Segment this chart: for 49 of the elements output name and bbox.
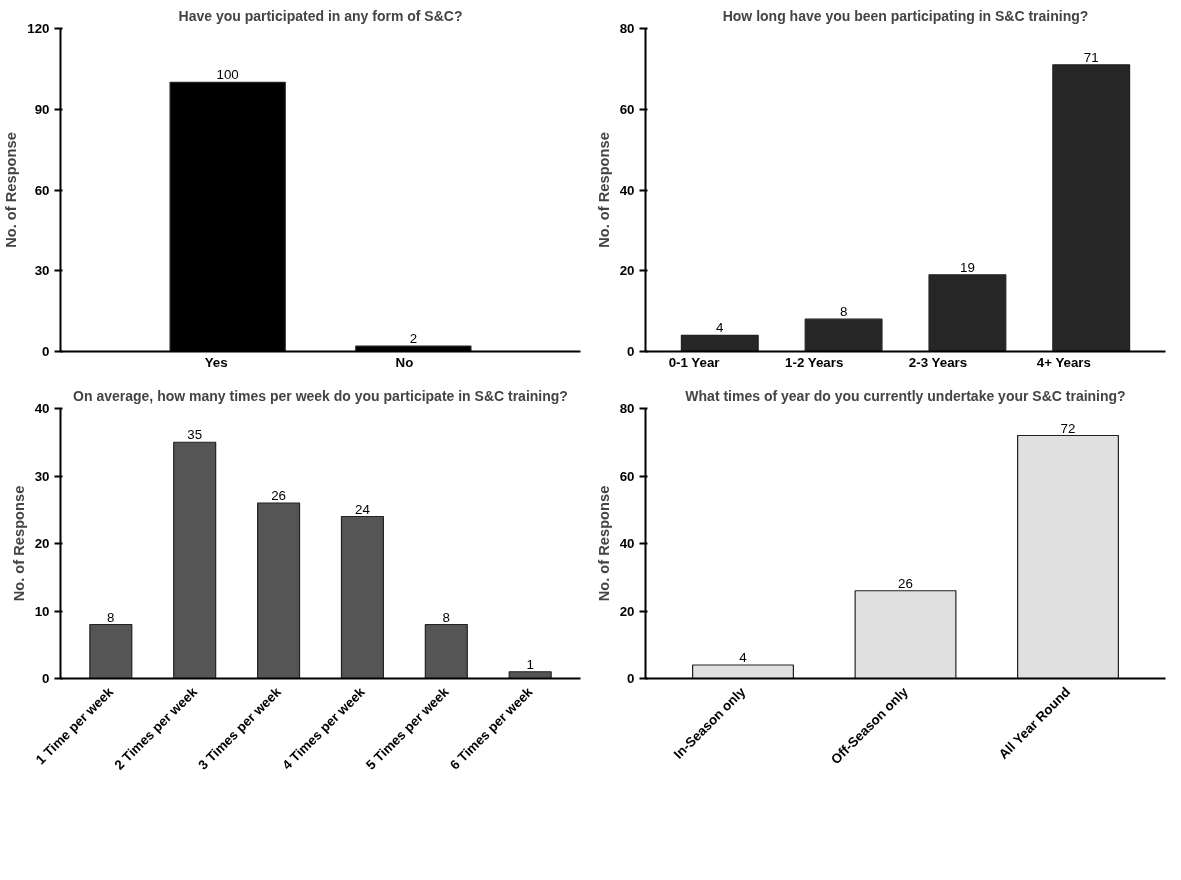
y-tick-label: 60 bbox=[34, 182, 50, 198]
y-tick-label: 20 bbox=[619, 603, 635, 619]
data-label: 71 bbox=[1083, 49, 1099, 65]
x-tick-label: No bbox=[395, 355, 414, 370]
y-tick-label: 80 bbox=[619, 21, 635, 36]
y-tick-label: 60 bbox=[619, 101, 635, 117]
x-tick-label: 0-1 Year bbox=[668, 355, 720, 370]
x-tick-label: 2-3 Years bbox=[908, 355, 968, 370]
chart-title: What times of year do you currently undertake your S&C training? bbox=[685, 387, 1126, 404]
y-tick-label: 40 bbox=[619, 182, 635, 198]
chart-title: How long have you been participating in S&C training? bbox=[722, 7, 1089, 24]
y-axis-title: No. of Response bbox=[595, 132, 612, 248]
data-label: 19 bbox=[959, 259, 975, 275]
y-tick-label: 30 bbox=[34, 263, 50, 279]
data-label: 24 bbox=[355, 501, 371, 517]
data-label: 2 bbox=[409, 331, 418, 347]
data-label: 100 bbox=[216, 67, 239, 83]
x-tick-label: Yes bbox=[204, 355, 228, 370]
y-tick-label: 80 bbox=[619, 401, 635, 416]
data-label: 26 bbox=[898, 575, 913, 591]
data-label: 8 bbox=[442, 609, 451, 625]
y-tick-label: 30 bbox=[34, 468, 50, 484]
y-tick-label: 20 bbox=[34, 536, 50, 551]
chart-title: On average, how many times per week do you participate in S&C training? bbox=[73, 387, 568, 404]
y-tick-label: 0 bbox=[627, 671, 635, 686]
y-tick-label: 90 bbox=[34, 101, 50, 117]
data-label: 72 bbox=[1060, 420, 1076, 436]
data-label: 8 bbox=[839, 304, 848, 320]
chart-title: Have you participated in any form of S&C? bbox=[178, 7, 463, 24]
y-tick-label: 10 bbox=[34, 603, 50, 619]
y-axis-title: No. of Response bbox=[595, 485, 612, 602]
y-tick-label: 40 bbox=[619, 536, 635, 551]
data-label: 8 bbox=[107, 609, 115, 625]
y-tick-label: 0 bbox=[42, 344, 50, 359]
y-tick-label: 40 bbox=[34, 401, 50, 416]
y-tick-label: 120 bbox=[27, 21, 50, 36]
y-axis-title: No. of Response bbox=[3, 132, 20, 248]
y-tick-label: 0 bbox=[627, 344, 635, 359]
x-tick-label: 1-2 Years bbox=[785, 355, 844, 370]
data-label: 26 bbox=[271, 488, 286, 503]
y-tick-label: 20 bbox=[619, 263, 635, 279]
y-tick-label: 60 bbox=[619, 468, 635, 484]
data-label: 4 bbox=[716, 320, 725, 336]
y-tick-label: 0 bbox=[42, 671, 50, 686]
x-tick-label: 4+ Years bbox=[1036, 355, 1091, 370]
data-label: 1 bbox=[526, 656, 534, 672]
data-label: 4 bbox=[739, 650, 748, 665]
data-label: 35 bbox=[187, 427, 203, 443]
y-axis-title: No. of Response bbox=[10, 485, 27, 602]
